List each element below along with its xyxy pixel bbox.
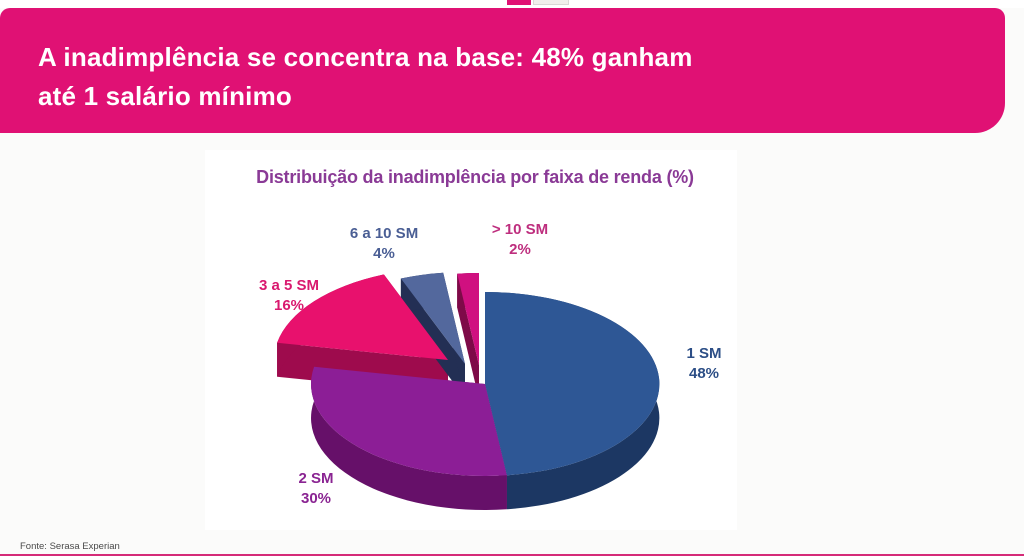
pie-label-1-sm: 1 SM 48% xyxy=(644,344,764,384)
pie-label-value: 4% xyxy=(373,245,395,262)
top-edge-fragment-pink xyxy=(507,0,531,5)
pie-label-6-a-10-sm: 6 a 10 SM 4% xyxy=(324,224,444,264)
pie-label-text: > 10 SM xyxy=(491,221,549,238)
bottom-accent-line xyxy=(0,554,1024,556)
pie-label-2-sm: 2 SM 30% xyxy=(256,469,376,509)
pie-label-text: 2 SM xyxy=(298,470,334,487)
pie-label-value: 16% xyxy=(273,297,305,314)
pie-label-3-a-5-sm: 3 a 5 SM 16% xyxy=(229,276,349,316)
pie-label-text: 1 SM xyxy=(686,345,722,362)
chart-title: Distribuição da inadimplência por faixa … xyxy=(256,167,694,187)
pie-label-text: 6 a 10 SM xyxy=(349,225,419,242)
slide-title-line2: até 1 salário mínimo xyxy=(38,81,292,111)
top-edge-fragment-gray xyxy=(533,0,569,5)
slide-title: A inadimplência se concentra na base: 48… xyxy=(0,8,1005,116)
header-banner: A inadimplência se concentra na base: 48… xyxy=(0,8,1005,133)
source-note: Fonte: Serasa Experian xyxy=(20,541,120,552)
slide-title-line1: A inadimplência se concentra na base: 48… xyxy=(38,42,693,72)
bottom-white-strip xyxy=(0,556,1024,560)
pie-label-value: 48% xyxy=(688,365,720,382)
pie-label-value: 30% xyxy=(300,490,332,507)
pie-chart-3d xyxy=(277,272,660,511)
pie-label-gt-10-sm: > 10 SM 2% xyxy=(460,220,580,260)
pie-label-text: 3 a 5 SM xyxy=(258,277,320,294)
pie-label-value: 2% xyxy=(509,241,531,258)
